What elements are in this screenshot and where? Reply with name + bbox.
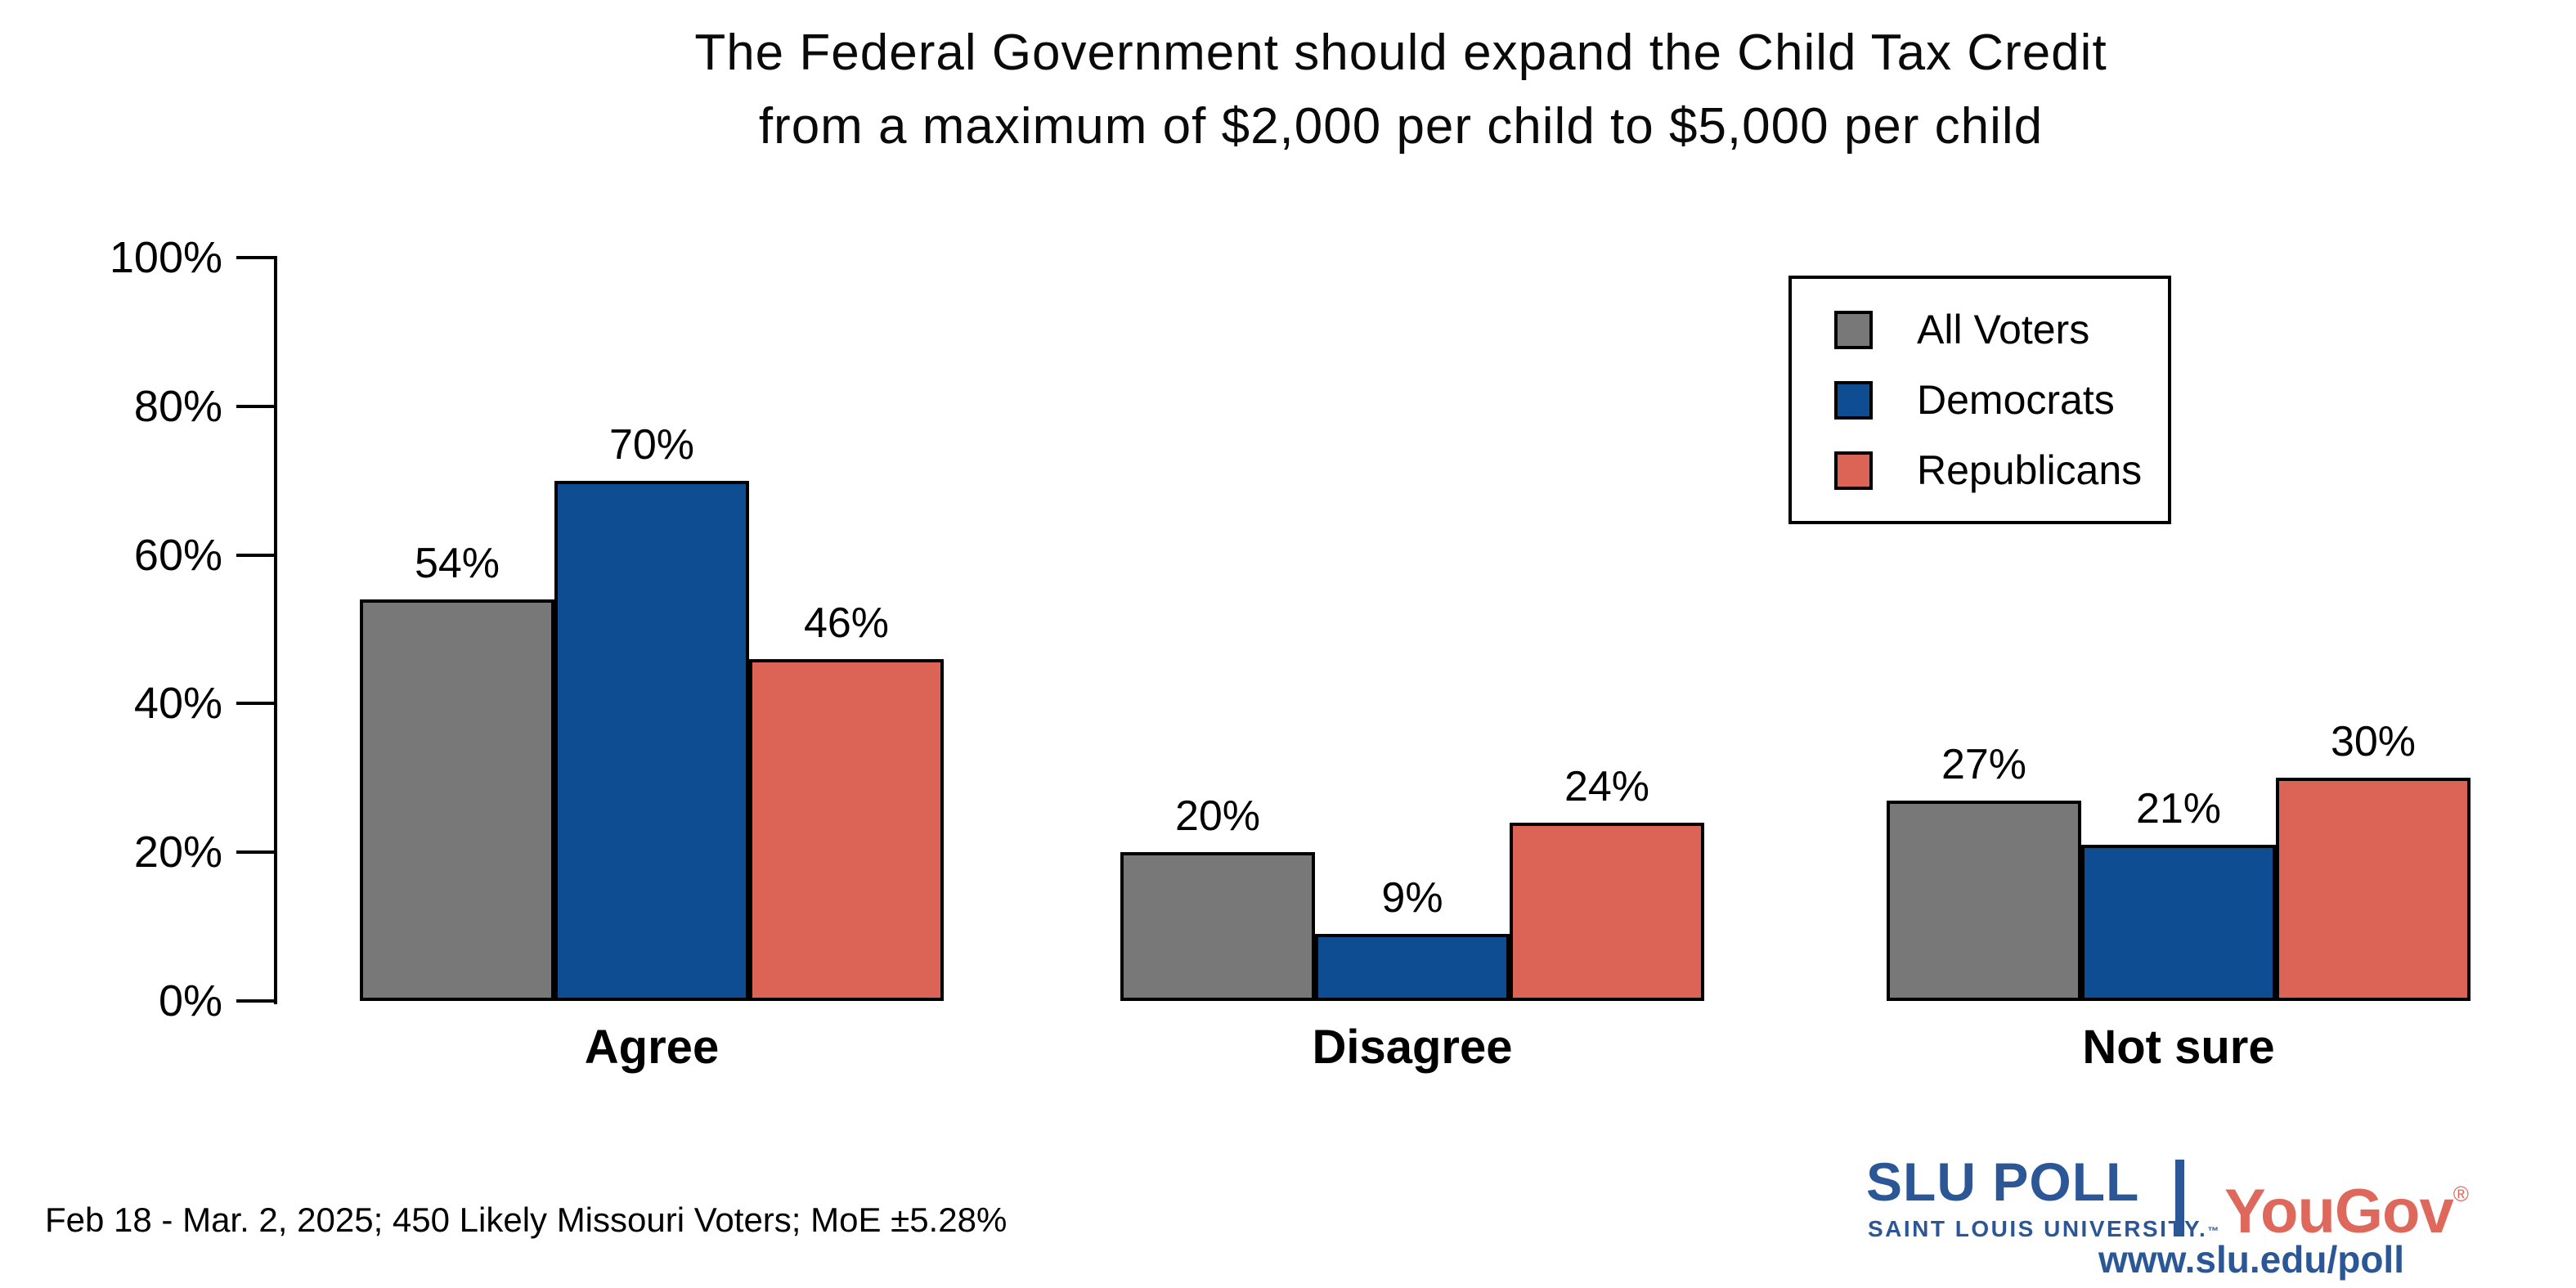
y-axis-line [274, 256, 277, 1004]
trademark-symbol: ™ [2207, 1224, 2219, 1237]
bar-republicans-agree [749, 659, 944, 1001]
y-axis-tick [236, 256, 274, 259]
bar-value-label: 21% [2135, 785, 2222, 832]
legend-swatch [1834, 310, 1873, 349]
poll-wordmark: POLL [1992, 1151, 2140, 1212]
y-axis-tick-label: 80% [133, 382, 222, 431]
slu-subtitle-text: SAINT LOUIS UNIVERSITY. [1868, 1216, 2208, 1241]
slu-poll-url: www.slu.edu/poll [2098, 1238, 2404, 1281]
yougov-logo: YouGov® [2224, 1161, 2469, 1246]
bar-democrats-agree [554, 481, 749, 1001]
yougov-wordmark: YouGov [2224, 1177, 2454, 1246]
legend-item-all-voters: All Voters [1834, 308, 2168, 351]
legend-swatch [1834, 451, 1873, 490]
bar-value-label: 70% [608, 421, 695, 469]
y-axis-tick-label: 60% [133, 531, 222, 580]
bar-republicans-not-sure [2276, 778, 2471, 1001]
registered-symbol: ® [2453, 1182, 2469, 1206]
y-axis-tick-label: 100% [109, 233, 222, 282]
y-axis-tick [236, 405, 274, 408]
y-axis-tick [236, 999, 274, 1003]
bar-value-label: 20% [1174, 792, 1261, 840]
y-axis-tick-label: 20% [133, 828, 222, 877]
bar-democrats-disagree [1315, 934, 1510, 1001]
legend-item-democrats: Democrats [1834, 379, 2168, 421]
category-label: Disagree [1312, 1021, 1513, 1074]
chart-legend: All Voters Democrats Republicans [1788, 276, 2171, 524]
y-axis-tick [236, 554, 274, 557]
bar-value-label: 46% [803, 599, 890, 647]
category-label: Agree [584, 1021, 720, 1074]
bar-value-label: 54% [414, 540, 500, 587]
brand-divider [2175, 1160, 2184, 1236]
bar-all-voters-not-sure [1887, 801, 2081, 1001]
chart-title-line2: from a maximum of $2,000 per child to $5… [758, 98, 2044, 155]
slu-wordmark: SLU [1866, 1151, 1977, 1212]
bar-all-voters-agree [360, 599, 554, 1001]
bar-democrats-not-sure [2081, 845, 2276, 1001]
category-label: Not sure [2082, 1021, 2275, 1074]
legend-label: Democrats [1917, 377, 2115, 423]
y-axis-tick-label: 40% [133, 679, 222, 728]
bar-all-voters-disagree [1120, 852, 1315, 1001]
chart-title: The Federal Government should expand the… [229, 16, 2573, 164]
y-axis-tick [236, 702, 274, 705]
survey-note: Feb 18 - Mar. 2, 2025; 450 Likely Missou… [45, 1200, 1008, 1239]
bar-value-label: 9% [1381, 874, 1443, 922]
legend-label: All Voters [1917, 307, 2090, 352]
legend-swatch [1834, 380, 1873, 420]
legend-label: Republicans [1917, 447, 2143, 493]
bar-republicans-disagree [1510, 823, 1704, 1001]
y-axis-tick [236, 850, 274, 854]
bar-value-label: 24% [1564, 763, 1650, 810]
y-axis-tick-label: 0% [158, 976, 222, 1025]
bar-value-label: 30% [2330, 718, 2417, 765]
legend-item-republicans: Republicans [1834, 449, 2168, 491]
chart-title-line1: The Federal Government should expand the… [694, 25, 2107, 81]
slu-poll-logo: SLU POLL [1866, 1155, 2139, 1209]
slu-subtitle: SAINT LOUIS UNIVERSITY.™ [1868, 1217, 2219, 1243]
bar-value-label: 27% [1941, 741, 2027, 788]
